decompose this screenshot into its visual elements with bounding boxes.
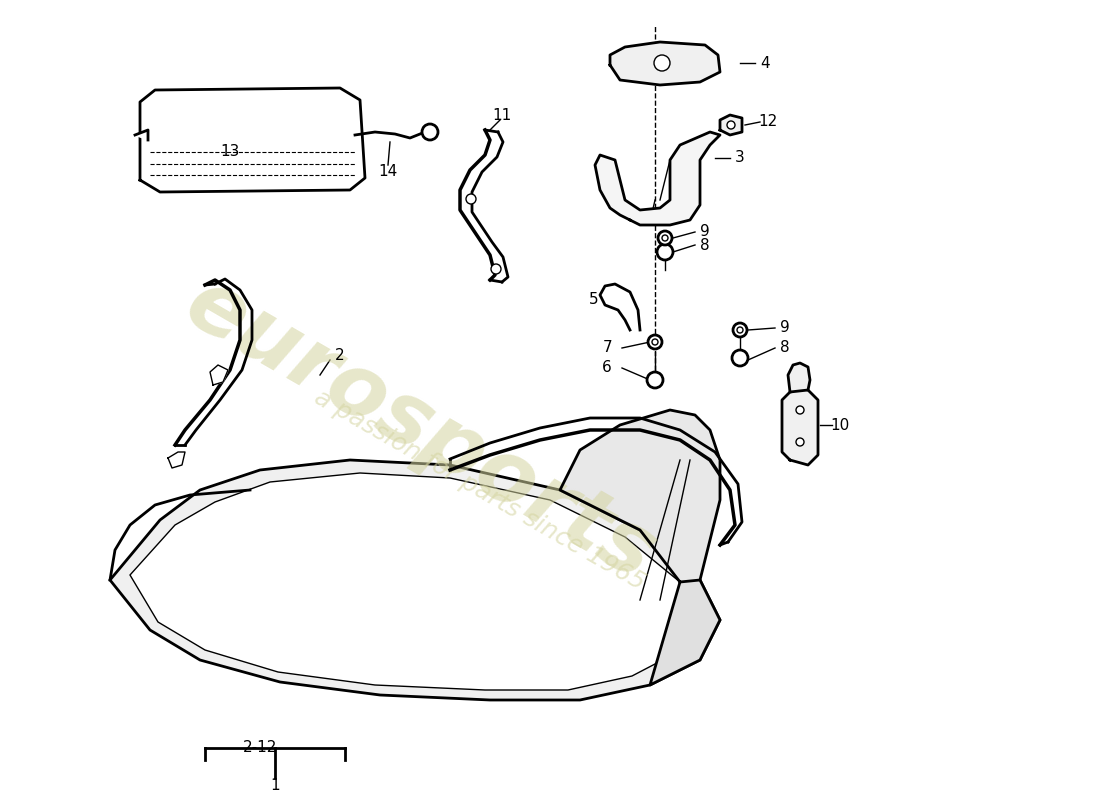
Circle shape [491,264,501,274]
Text: 4: 4 [760,55,770,70]
Circle shape [796,438,804,446]
Text: 9: 9 [700,225,710,239]
Circle shape [647,372,663,388]
Text: 11: 11 [493,107,512,122]
Text: 9: 9 [780,321,790,335]
Text: 3: 3 [735,150,745,166]
Text: 12: 12 [758,114,778,130]
Text: 13: 13 [220,145,240,159]
Polygon shape [135,130,149,140]
Polygon shape [168,452,185,468]
Circle shape [732,350,748,366]
Circle shape [466,194,476,204]
Text: 1: 1 [271,778,279,793]
Polygon shape [595,132,720,225]
Text: 6: 6 [603,361,612,375]
Text: 7: 7 [603,341,612,355]
Circle shape [657,244,673,260]
Circle shape [727,121,735,129]
Polygon shape [210,365,228,385]
Text: 14: 14 [378,165,397,179]
Circle shape [737,327,742,333]
Circle shape [422,124,438,140]
Text: 2-12: 2-12 [243,741,277,755]
Polygon shape [610,42,720,85]
Circle shape [652,339,658,345]
Polygon shape [600,284,640,330]
Polygon shape [650,580,721,685]
Polygon shape [110,460,720,700]
Polygon shape [720,115,742,135]
Text: 5: 5 [588,293,598,307]
Circle shape [654,55,670,71]
Circle shape [658,231,672,245]
Circle shape [796,406,804,414]
Text: 8: 8 [780,341,790,355]
Text: 2: 2 [336,347,344,362]
Text: a passion for parts since 1965: a passion for parts since 1965 [310,385,650,595]
Polygon shape [788,363,810,392]
Text: eurosports: eurosports [170,262,670,598]
Polygon shape [560,410,720,582]
Circle shape [733,323,747,337]
Circle shape [662,235,668,241]
Polygon shape [782,390,818,465]
Circle shape [648,335,662,349]
Text: 10: 10 [830,418,849,433]
Text: 8: 8 [701,238,710,253]
Polygon shape [130,473,695,690]
Polygon shape [140,88,365,192]
